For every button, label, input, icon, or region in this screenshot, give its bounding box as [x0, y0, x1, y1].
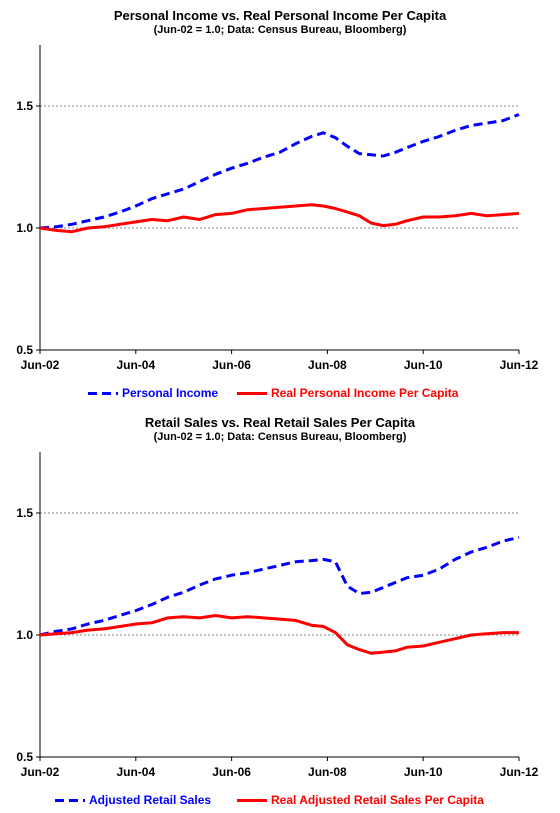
series-line-dashed-blue	[39, 113, 520, 230]
legend-swatch	[237, 391, 267, 395]
series-line-dashed-blue	[39, 535, 520, 637]
chart-title: Personal Income vs. Real Personal Income…	[113, 8, 447, 23]
x-tick-label: Jun-04	[116, 765, 155, 779]
legend-swatch	[237, 798, 267, 802]
x-tick-label: Jun-06	[212, 765, 251, 779]
x-tick-label: Jun-02	[21, 358, 60, 372]
y-tick-label: 0.5	[16, 750, 33, 764]
chart-subtitle: (Jun-02 = 1.0; Data: Census Bureau, Bloo…	[153, 431, 407, 443]
chart-plot-area: 0.5 1.0 1.5 Jun-02 Jun-04 Jun-06 Jun-08 Jun-10 J…	[16, 452, 539, 779]
x-tick-label: Jun-08	[308, 765, 347, 779]
chart-panel-retail-sales: Retail Sales vs. Real Retail Sales Per C…	[0, 407, 560, 813]
y-tick-label: 1.5	[16, 506, 33, 520]
legend-label: Real Adjusted Retail Sales Per Capita	[271, 793, 484, 807]
legend-label: Personal Income	[122, 386, 219, 400]
chart-legend: Adjusted Retail Sales Real Adjusted Retai…	[0, 791, 560, 809]
chart-plot-area: 0.5 1.0 1.5 Jun-02 Jun-04 Jun-06 Jun-08 Jun-10 J…	[16, 45, 539, 372]
legend-swatch	[55, 798, 85, 802]
legend-entry: Adjusted Retail Sales	[55, 791, 211, 809]
y-tick-label: 1.0	[16, 628, 33, 642]
legend-label: Adjusted Retail Sales	[89, 793, 212, 807]
y-tick-label: 0.5	[16, 343, 33, 357]
y-tick-label: 1.0	[16, 221, 33, 235]
x-tick-label: Jun-12	[500, 358, 539, 372]
x-tick-label: Jun-08	[308, 358, 347, 372]
x-tick-label: Jun-10	[404, 765, 443, 779]
x-tick-label: Jun-10	[404, 358, 443, 372]
legend-label: Real Personal Income Per Capita	[271, 386, 459, 400]
chart-title: Retail Sales vs. Real Retail Sales Per C…	[144, 415, 416, 430]
y-tick-label: 1.5	[16, 99, 33, 113]
legend-entry: Real Personal Income Per Capita	[237, 384, 458, 402]
x-tick-label: Jun-02	[21, 765, 60, 779]
series-line-solid-red	[39, 614, 519, 655]
legend-swatch	[88, 391, 118, 395]
legend-entry: Real Adjusted Retail Sales Per Capita	[237, 791, 484, 809]
series-line-solid-red	[39, 203, 520, 234]
chart-subtitle: (Jun-02 = 1.0; Data: Census Bureau, Bloo…	[153, 24, 407, 36]
chart-panel-personal-income: Personal Income vs. Real Personal Income…	[0, 0, 560, 406]
legend-entry: Personal Income	[88, 384, 218, 402]
chart-legend: Personal Income Real Personal Income Per …	[0, 384, 560, 402]
x-tick-label: Jun-06	[212, 358, 251, 372]
x-tick-label: Jun-04	[116, 358, 155, 372]
x-tick-label: Jun-12	[500, 765, 539, 779]
